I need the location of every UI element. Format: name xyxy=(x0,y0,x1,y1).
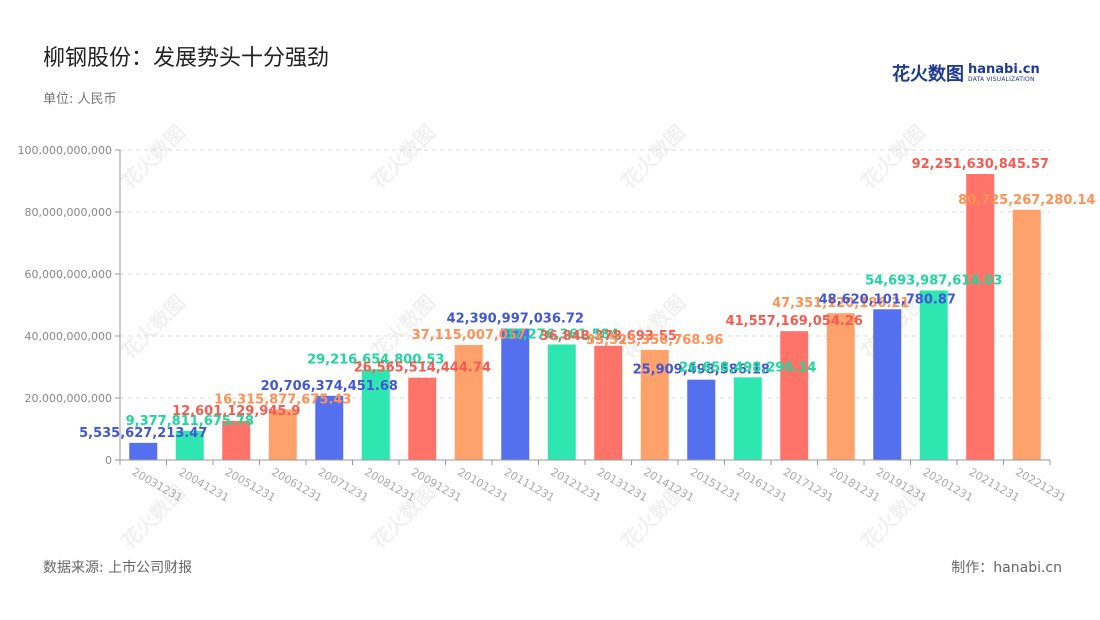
x-tick-label-9: 20121231 xyxy=(548,465,603,504)
data-label-20101231: 37,115,007,057 xyxy=(412,328,526,343)
x-tick-label-4: 20071231 xyxy=(316,465,371,504)
data-label-20071231: 20,706,374,451.68 xyxy=(261,379,398,394)
data-label-20181231: 47,351,120,186.21 xyxy=(772,296,909,311)
logo-cn-text: 花火数图 xyxy=(892,64,964,85)
watermark-4: 花火数图 xyxy=(117,290,191,364)
bar-20131231 xyxy=(594,345,623,460)
bar-20051231 xyxy=(222,420,251,460)
x-tick-label-2: 20051231 xyxy=(223,465,278,504)
data-label-20221231: 80,725,267,280.14 xyxy=(958,193,1095,208)
bar-20081231 xyxy=(361,369,390,460)
x-tick-label-14: 20171231 xyxy=(781,465,836,504)
bar-20071231 xyxy=(315,395,344,460)
data-source: 数据来源: 上市公司财报 xyxy=(43,560,193,576)
maker-credit: 制作：hanabi.cn xyxy=(951,560,1062,576)
data-label-20151231: 25,909,498,586.18 xyxy=(633,363,770,378)
bar-20091231 xyxy=(408,377,437,460)
logo-en-block: hanabi.cn DATA VISUALIZATION xyxy=(968,63,1040,84)
bar-20041231 xyxy=(175,430,204,460)
watermark-2: 花火数图 xyxy=(617,120,691,194)
y-tick-label-2: 40,000,000,000 xyxy=(25,330,112,343)
unit-label: 单位: 人民币 xyxy=(43,92,117,107)
y-axis: 0 20,000,000,000 40,000,000,000 60,000,000,… xyxy=(18,144,121,467)
x-tick-label-19: 20221231 xyxy=(1013,465,1068,504)
bars xyxy=(129,174,1041,460)
bar-20121231 xyxy=(547,344,576,460)
y-tick-label-3: 60,000,000,000 xyxy=(25,268,112,281)
watermark-0: 花火数图 xyxy=(117,120,191,194)
x-tick-label-12: 20151231 xyxy=(688,465,743,504)
y-tick-label-1: 20,000,000,000 xyxy=(25,392,112,405)
gridlines xyxy=(120,149,1050,399)
data-label-20081231: 29,216,654,800.53 xyxy=(307,352,444,367)
data-label-20211231: 92,251,630,845.57 xyxy=(912,157,1049,172)
data-label-20111231: 42,390,997,036.72 xyxy=(447,312,584,327)
data-label-20031231: 5,535,627,213.47 xyxy=(79,426,207,441)
y-tick-label-0: 0 xyxy=(105,454,112,467)
x-tick-label-18: 20211231 xyxy=(967,465,1022,504)
logo-sub-text: DATA VISUALIZATION xyxy=(968,75,1035,83)
data-label-20171231: 41,557,169,054.26 xyxy=(726,314,863,329)
bar-20111231 xyxy=(501,328,530,460)
bar-20031231 xyxy=(129,442,158,460)
bar-20171231 xyxy=(780,331,809,460)
data-label-20161231: 26,658,498,296.14 xyxy=(679,360,816,375)
x-tick-label-7: 20101231 xyxy=(455,465,510,504)
brand-logo: 花火数图 hanabi.cn DATA VISUALIZATION xyxy=(892,60,1040,86)
logo-en-text: hanabi.cn xyxy=(968,61,1040,77)
bar-20221231 xyxy=(1012,209,1041,460)
data-label-20141231: 35,523,356,768.96 xyxy=(586,333,723,348)
y-tick-label-5: 100,000,000,000 xyxy=(18,144,112,157)
x-tick-label-5: 20081231 xyxy=(362,465,417,504)
x-axis: 2003123120041231200512312006123120071231… xyxy=(119,459,1068,505)
x-tick-label-10: 20131231 xyxy=(595,465,650,504)
bar-20061231 xyxy=(268,409,297,460)
x-tick-label-3: 20061231 xyxy=(269,465,324,504)
y-tick-label-4: 80,000,000,000 xyxy=(25,206,112,219)
data-label-20131231: 36,848,378,693.55 xyxy=(540,329,677,344)
bar-20181231 xyxy=(826,313,855,460)
data-label-20201231: 54,693,987,614.03 xyxy=(865,273,1002,288)
x-tick-label-17: 20201231 xyxy=(920,465,975,504)
data-label-20061231: 16,315,877,675.43 xyxy=(214,392,351,407)
bar-20161231 xyxy=(733,377,762,460)
x-tick-label-8: 20111231 xyxy=(502,465,557,504)
bar-20101231 xyxy=(454,344,483,460)
data-labels: 5,535,627,213.479,377,811,675.7812,601,1… xyxy=(79,157,1095,441)
data-label-20051231: 12,601,129,945.9 xyxy=(172,404,300,419)
bar-20151231 xyxy=(687,379,716,460)
data-label-20091231: 26,565,514,444.74 xyxy=(354,361,491,376)
data-label-20041231: 9,377,811,675.78 xyxy=(126,414,254,429)
page-title: 柳钢股份：发展势头十分强劲 xyxy=(43,46,330,71)
bar-20201231 xyxy=(919,290,948,460)
bar-20191231 xyxy=(873,309,902,460)
data-label-20191231: 48,620,101,780.87 xyxy=(819,292,956,307)
watermark-1: 花火数图 xyxy=(367,120,441,194)
x-tick-label-15: 20181231 xyxy=(827,465,882,504)
data-label-20121231: 37,276,361,584 xyxy=(505,327,619,342)
bar-20141231 xyxy=(640,349,669,460)
bar-20211231 xyxy=(966,174,995,460)
x-tick-label-13: 20161231 xyxy=(734,465,789,504)
